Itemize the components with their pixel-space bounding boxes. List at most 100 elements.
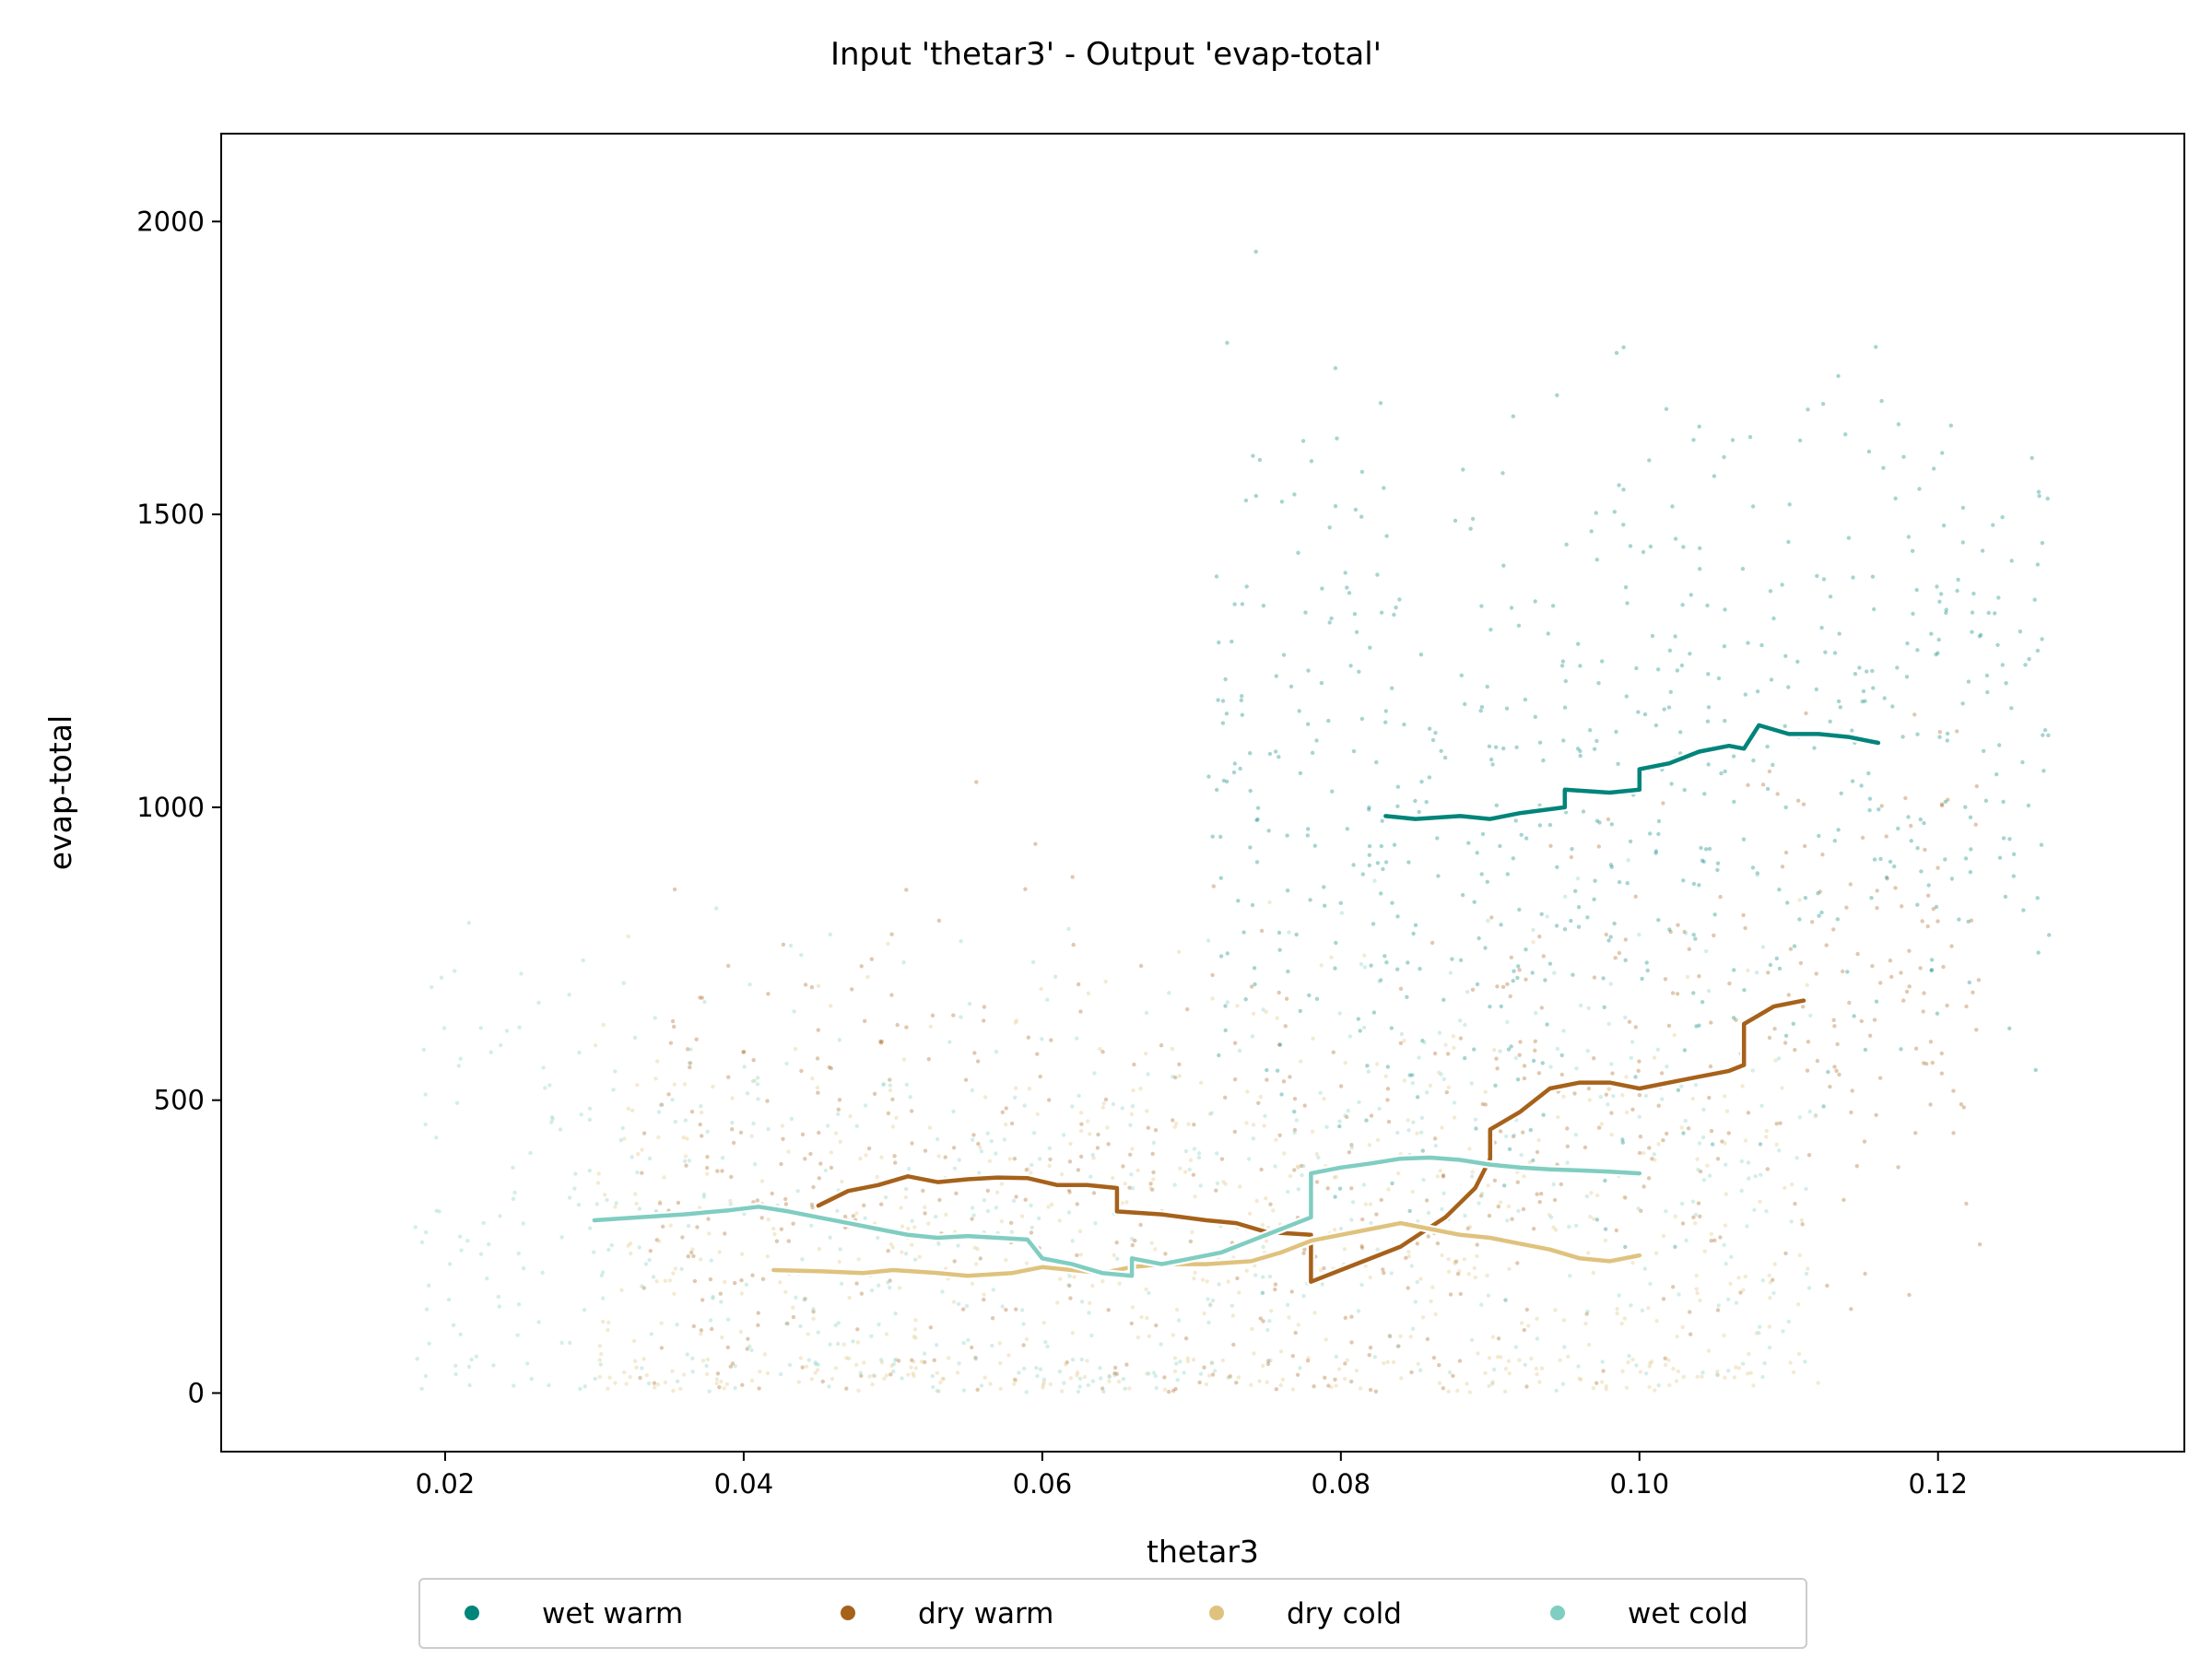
scatter-point: [1296, 1187, 1301, 1192]
scatter-point: [888, 1088, 893, 1093]
scatter-point: [1819, 910, 1824, 915]
scatter-point: [1367, 807, 1371, 812]
scatter-point: [1264, 1009, 1268, 1015]
scatter-point: [1012, 1157, 1018, 1161]
scatter-point: [745, 1091, 750, 1096]
scatter-point: [1638, 1370, 1643, 1374]
scatter-point: [2035, 648, 2041, 653]
scatter-point: [1226, 1375, 1230, 1380]
scatter-point: [1506, 1359, 1512, 1364]
scatter-point: [1477, 935, 1481, 941]
scatter-point: [1598, 1094, 1604, 1100]
scatter-point: [876, 1235, 880, 1241]
scatter-point: [1185, 1006, 1190, 1012]
scatter-point: [1614, 350, 1619, 356]
scatter-point: [700, 1134, 704, 1138]
scatter-point: [1171, 1118, 1175, 1123]
scatter-point: [1085, 1359, 1089, 1363]
scatter-point: [1458, 958, 1464, 963]
scatter-point: [579, 1112, 583, 1117]
scatter-point: [1622, 1194, 1627, 1200]
scatter-point: [1511, 979, 1515, 983]
scatter-point: [1495, 984, 1500, 989]
scatter-point: [935, 1371, 940, 1375]
scatter-point: [1022, 1103, 1027, 1108]
scatter-point: [961, 1388, 967, 1393]
scatter-point: [1718, 894, 1723, 900]
scatter-point: [1329, 616, 1334, 621]
scatter-point: [1013, 1377, 1018, 1382]
scatter-point: [1759, 1172, 1763, 1177]
scatter-point: [1620, 1140, 1626, 1145]
scatter-point: [1419, 780, 1424, 784]
scatter-point: [1267, 1319, 1272, 1324]
scatter-point: [1814, 1112, 1818, 1118]
scatter-point: [998, 1360, 1003, 1366]
scatter-point: [1604, 1092, 1609, 1097]
scatter-point: [1206, 938, 1211, 943]
scatter-point: [1764, 1135, 1769, 1139]
scatter-point: [536, 1000, 541, 1006]
scatter-point: [1287, 1315, 1291, 1320]
scatter-point: [1453, 1260, 1457, 1265]
scatter-point: [926, 1221, 931, 1226]
scatter-point: [811, 1316, 816, 1322]
scatter-point: [1670, 991, 1676, 995]
scatter-point: [458, 1332, 463, 1337]
scatter-point: [1653, 1158, 1657, 1162]
scatter-point: [1929, 968, 1935, 972]
scatter-point: [1461, 467, 1465, 472]
scatter-point: [806, 1358, 811, 1362]
scatter-point: [867, 1374, 872, 1379]
scatter-point: [1498, 1129, 1503, 1134]
scatter-point: [1305, 1359, 1311, 1363]
scatter-point: [1138, 963, 1144, 969]
scatter-point: [1694, 1287, 1700, 1291]
scatter-point: [823, 1168, 828, 1173]
scatter-point: [653, 1077, 658, 1081]
scatter-point: [1695, 1157, 1700, 1161]
scatter-point: [1592, 897, 1596, 901]
scatter-point: [1498, 1200, 1503, 1205]
scatter-point: [901, 960, 906, 965]
scatter-point: [1485, 879, 1490, 884]
scatter-point: [1504, 1134, 1509, 1139]
scatter-point: [1767, 1035, 1772, 1041]
scatter-point: [699, 1104, 703, 1109]
scatter-point: [720, 1169, 724, 1173]
scatter-point: [1106, 1308, 1111, 1312]
scatter-point: [1623, 1015, 1628, 1020]
scatter-point: [865, 975, 870, 980]
scatter-point: [1068, 1141, 1073, 1147]
scatter-point: [1967, 980, 1971, 985]
scatter-point: [1145, 1315, 1149, 1321]
scatter-point: [1656, 667, 1661, 672]
scatter-point: [622, 1370, 627, 1375]
scatter-point: [1642, 712, 1648, 717]
scatter-point: [1699, 845, 1703, 851]
scatter-point: [1564, 542, 1569, 547]
scatter-point: [640, 1147, 644, 1152]
scatter-point: [1335, 436, 1339, 441]
scatter-point: [1479, 1191, 1485, 1196]
scatter-point: [512, 1190, 517, 1195]
scatter-point: [1396, 1171, 1401, 1176]
scatter-point: [549, 1120, 554, 1124]
scatter-point: [606, 1320, 611, 1325]
scatter-point: [719, 1300, 724, 1304]
scatter-point: [711, 1294, 715, 1300]
scatter-point: [1023, 887, 1028, 891]
scatter-point: [672, 1291, 677, 1296]
scatter-point: [828, 932, 832, 937]
scatter-point: [1135, 1168, 1140, 1173]
scatter-point: [1138, 1087, 1143, 1091]
scatter-point: [1144, 1010, 1149, 1016]
scatter-point: [1210, 996, 1215, 1001]
scatter-point: [1561, 738, 1566, 743]
scatter-point: [528, 1150, 533, 1156]
scatter-point: [1625, 881, 1630, 886]
scatter-point: [512, 1383, 516, 1388]
scatter-point: [1627, 1019, 1632, 1024]
scatter-point: [796, 1380, 801, 1384]
scatter-point: [1427, 775, 1432, 780]
